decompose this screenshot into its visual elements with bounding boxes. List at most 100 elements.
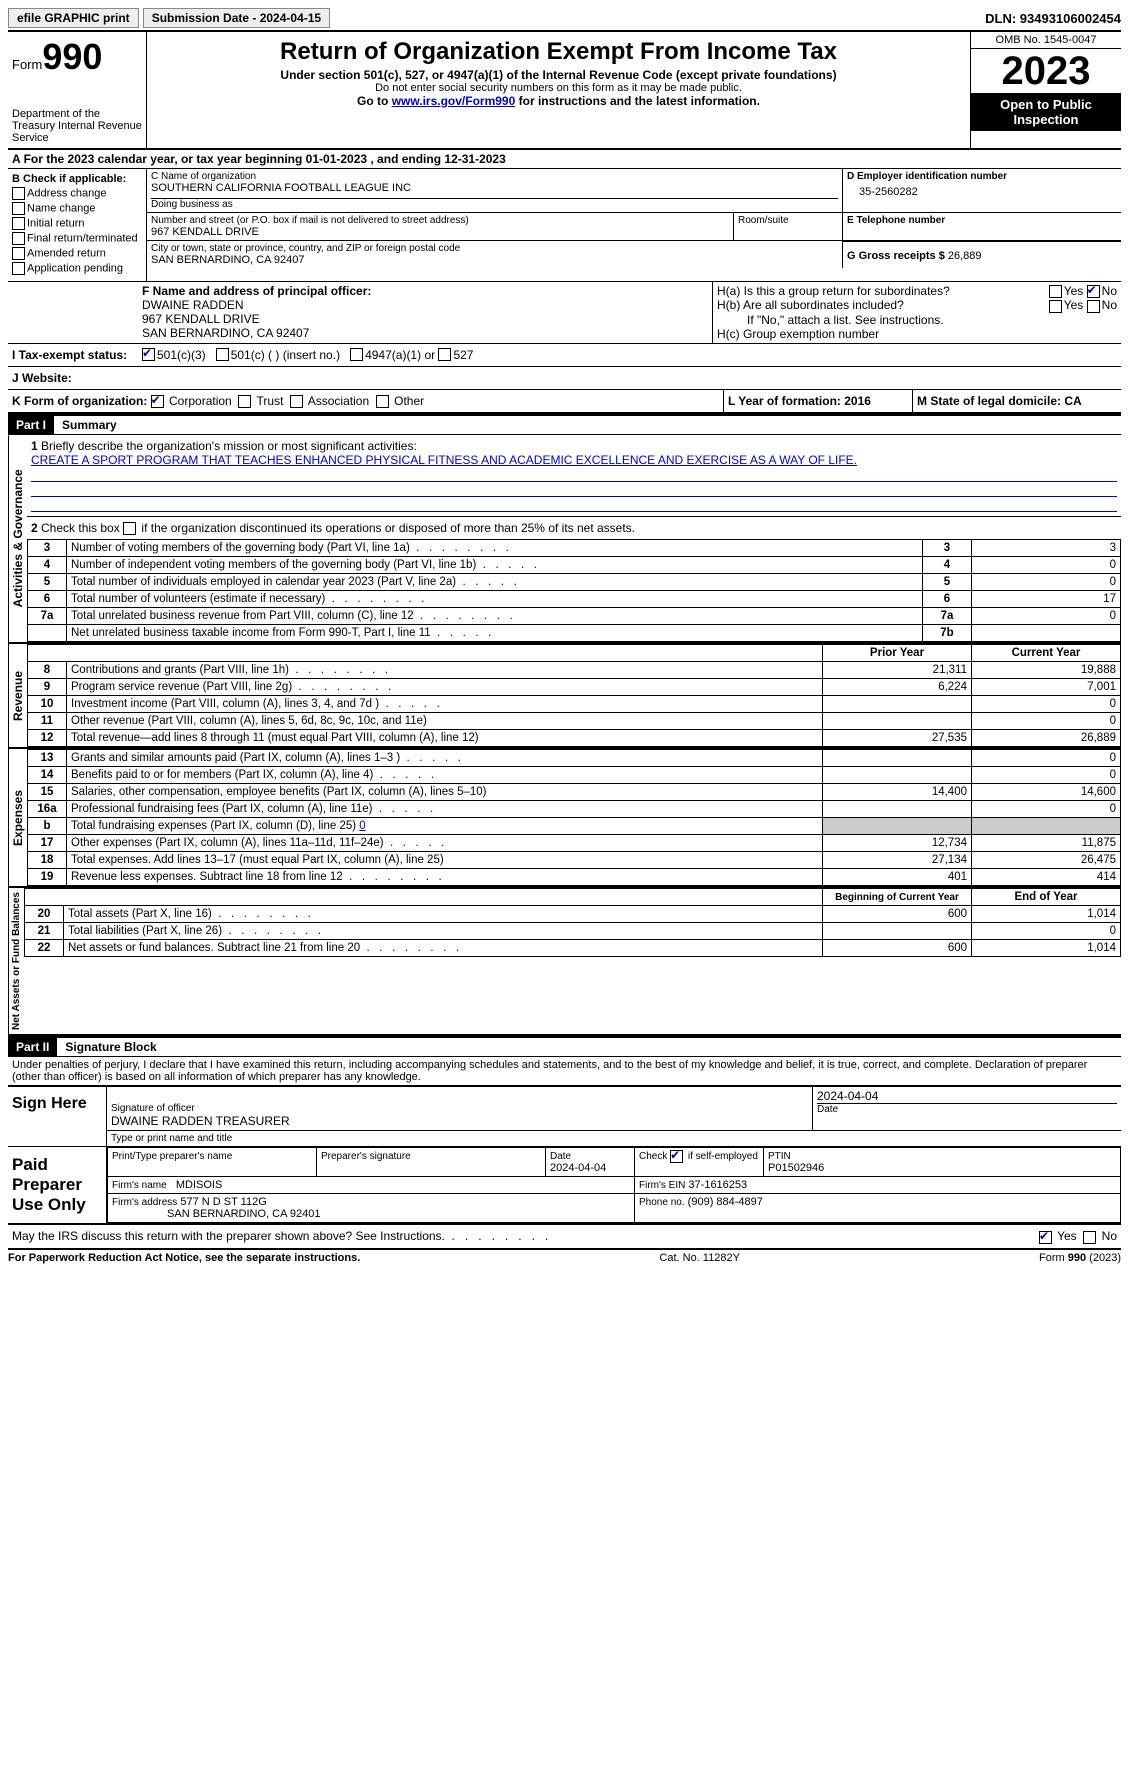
officer-city: SAN BERNARDINO, CA 92407 [142,326,708,340]
sig-officer-label: Signature of officer [111,1103,808,1114]
chk-ha-yes[interactable] [1049,285,1062,298]
ein-value: 35-2560282 [847,182,1117,198]
chk-hb-yes[interactable] [1049,300,1062,313]
line2-text: Check this box if the organization disco… [41,521,635,535]
chk-other[interactable] [376,395,389,408]
chk-name-change[interactable] [12,202,25,215]
chk-501c[interactable] [216,348,229,361]
fundraising-exp: Total fundraising expenses (Part IX, col… [71,820,366,832]
prep-h5: PTIN [768,1151,791,1162]
city-value: SAN BERNARDINO, CA 92407 [151,254,838,266]
lbl-no: No [1102,284,1117,298]
lbl-assoc: Association [308,394,369,408]
org-name: SOUTHERN CALIFORNIA FOOTBALL LEAGUE INC [151,182,838,194]
chk-discuss-no[interactable] [1083,1231,1096,1244]
box-b-title: B Check if applicable: [12,173,142,185]
sig-date: 2024-04-04 [817,1089,1117,1103]
lbl-corp: Corporation [169,394,232,408]
declaration-text: Under penalties of perjury, I declare th… [8,1057,1121,1087]
footer: For Paperwork Reduction Act Notice, see … [8,1249,1121,1264]
chk-address-change[interactable] [12,187,25,200]
footer-mid: Cat. No. 11282Y [659,1252,740,1264]
lbl-501c: 501(c) ( ) (insert no.) [231,348,340,362]
lbl-501c3: 501(c)(3) [157,348,206,362]
summary-table-net: Beginning of Current YearEnd of Year 20T… [24,888,1121,957]
chk-final-return[interactable] [12,232,25,245]
chk-self-employed[interactable] [670,1150,683,1163]
firm-addr2: SAN BERNARDINO, CA 92401 [167,1208,320,1220]
chk-hb-no[interactable] [1087,300,1100,313]
chk-4947[interactable] [350,348,363,361]
gross-receipts-value: 26,889 [948,250,982,262]
part1-header: Part I [8,416,54,434]
chk-amended[interactable] [12,247,25,260]
firm-label: Firm's name [112,1180,167,1191]
vlabel-activities: Activities & Governance [8,435,27,642]
sig-namelabel: Type or print name and title [107,1131,1121,1146]
irs-link[interactable]: www.irs.gov/Form990 [392,94,516,108]
room-label: Room/suite [738,215,838,226]
prep-date: 2024-04-04 [550,1162,606,1174]
summary-table-rev: Prior YearCurrent Year 8Contributions an… [27,644,1121,747]
lbl-trust: Trust [257,394,284,408]
mission-label: Briefly describe the organization's miss… [41,439,417,453]
h-a-label: H(a) Is this a group return for subordin… [717,284,950,298]
form-note-ssn: Do not enter social security numbers on … [155,82,962,94]
firm-phone-label: Phone no. [639,1197,685,1208]
part1-bar: Part I Summary [8,414,1121,435]
box-b: B Check if applicable: Address change Na… [8,169,147,281]
sign-here-block: Sign Here Signature of officer DWAINE RA… [8,1087,1121,1147]
dln: DLN: 93493106002454 [985,11,1121,26]
efile-button[interactable]: efile GRAPHIC print [8,8,139,28]
form-header: Form990 Department of the Treasury Inter… [8,32,1121,150]
chk-assoc[interactable] [290,395,303,408]
summary-table-exp: 13Grants and similar amounts paid (Part … [27,749,1121,886]
chk-501c3[interactable] [142,348,155,361]
tax-year-range: For the 2023 calendar year, or tax year … [24,152,506,166]
firm-addr-label: Firm's address [112,1197,177,1208]
lbl-other: Other [394,394,424,408]
prep-ptin: P01502946 [768,1162,824,1174]
part2-header: Part II [8,1038,57,1056]
preparer-label: Paid Preparer Use Only [8,1147,107,1223]
form-subtitle: Under section 501(c), 527, or 4947(a)(1)… [155,68,962,82]
mission-text[interactable]: CREATE A SPORT PROGRAM THAT TEACHES ENHA… [31,453,857,467]
footer-left: For Paperwork Reduction Act Notice, see … [8,1252,360,1264]
form-label: Form [12,57,42,72]
firm-name: MDISOIS [176,1179,222,1191]
city-label: City or town, state or province, country… [151,243,838,254]
dba-label: Doing business as [151,199,838,210]
chk-ha-no[interactable] [1087,285,1100,298]
chk-527[interactable] [438,348,451,361]
h-b-note: If "No," attach a list. See instructions… [717,313,1117,327]
firm-phone: (909) 884-4897 [688,1196,763,1208]
lbl-527: 527 [453,348,473,362]
lbl-amended: Amended return [27,247,106,259]
chk-discuss-yes[interactable] [1039,1231,1052,1244]
firm-ein-label: Firm's EIN [639,1180,685,1191]
sig-date-label: Date [817,1104,1117,1115]
chk-trust[interactable] [238,395,251,408]
chk-corp[interactable] [151,395,164,408]
lbl-4947: 4947(a)(1) or [365,348,435,362]
sign-here-label: Sign Here [8,1087,107,1146]
lbl-final-return: Final return/terminated [27,232,138,244]
street-label: Number and street (or P.O. box if mail i… [151,215,729,226]
h-b-label: H(b) Are all subordinates included? [717,298,904,312]
phone-label: E Telephone number [847,215,1117,226]
form-org-label: K Form of organization: [12,394,147,408]
officer-label: F Name and address of principal officer: [142,284,708,298]
chk-initial-return[interactable] [12,217,25,230]
goto-post: for instructions and the latest informat… [515,94,760,108]
submission-date: Submission Date - 2024-04-15 [143,8,330,28]
vlabel-net: Net Assets or Fund Balances [8,888,24,1034]
ein-label: D Employer identification number [847,171,1117,182]
chk-app-pending[interactable] [12,262,25,275]
officer-name: DWAINE RADDEN [142,298,708,312]
fundraising-link[interactable]: 0 [359,820,365,832]
form-number: 990 [42,36,102,77]
summary-table-ag: 3Number of voting members of the governi… [27,539,1121,642]
form-title: Return of Organization Exempt From Incom… [155,38,962,66]
tax-exempt-label: I Tax-exempt status: [12,348,142,362]
chk-discontinued[interactable] [123,522,136,535]
